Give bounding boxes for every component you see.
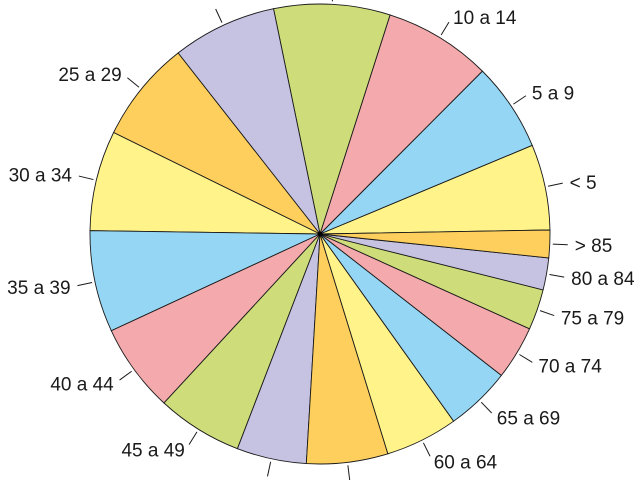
pie-slice-unlabeled-4 [177, 8, 321, 235]
leader-line-70-a-74 [519, 354, 533, 363]
slice-label-30-a-34: 30 a 34 [9, 166, 73, 187]
pie-slice-35-a-39 [89, 230, 321, 332]
leader-line-10-a-14 [440, 21, 450, 36]
leader-line-25-a-29 [127, 77, 140, 88]
pie-center-dot [317, 231, 323, 237]
leader-line-over-85 [552, 243, 568, 246]
leader-line-unlabeled-11 [347, 465, 351, 480]
slice-label-65-a-69: 65 a 69 [497, 408, 560, 429]
pie-slice-over-85 [319, 229, 551, 259]
pie-slice-unlabeled-3 [273, 3, 391, 236]
slice-label-5-a-9: 5 a 9 [532, 83, 574, 104]
pie-slice-10-a-14 [319, 14, 484, 235]
pie-slice-25-a-29 [112, 52, 321, 235]
slice-label-70-a-74: 70 a 74 [538, 356, 602, 377]
leader-line-unlabeled-4 [215, 8, 223, 23]
leader-line-65-a-69 [480, 401, 493, 414]
leader-line-30-a-34 [78, 175, 94, 181]
leader-line-75-a-79 [539, 310, 555, 317]
slice-label-25-a-29: 25 a 29 [58, 65, 121, 86]
pie-slices [89, 3, 551, 465]
slice-label-80-a-84: 80 a 84 [571, 269, 635, 290]
slice-label-60-a-64: 60 a 64 [434, 453, 498, 474]
slice-label-75-a-79: 75 a 79 [561, 309, 624, 330]
label-leader-lines [77, 0, 568, 480]
slice-label-35-a-39: 35 a 39 [7, 278, 70, 299]
slice-label-over-85: > 85 [575, 236, 613, 257]
slice-label-10-a-14: 10 a 14 [453, 8, 517, 29]
pie-slice-30-a-34 [89, 131, 321, 235]
leader-line-60-a-64 [422, 442, 431, 457]
slice-label-40-a-44: 40 a 44 [50, 375, 114, 396]
leader-line-under-5 [547, 182, 563, 187]
slice-label-45-a-49: 45 a 49 [121, 441, 184, 462]
leader-line-80-a-84 [549, 274, 565, 278]
leader-line-35-a-39 [77, 282, 93, 287]
leader-line-45-a-49 [188, 431, 198, 445]
leader-line-5-a-9 [513, 95, 527, 105]
leader-line-40-a-44 [119, 370, 132, 381]
leader-line-unlabeled-3 [331, 0, 333, 2]
leader-line-unlabeled-10 [267, 461, 272, 477]
slice-label-under-5: < 5 [570, 173, 597, 194]
slice-labels: < 5 5 a 9 10 a 14 25 a 29 30 a 34 35 a 39 40 a… [7, 8, 635, 474]
